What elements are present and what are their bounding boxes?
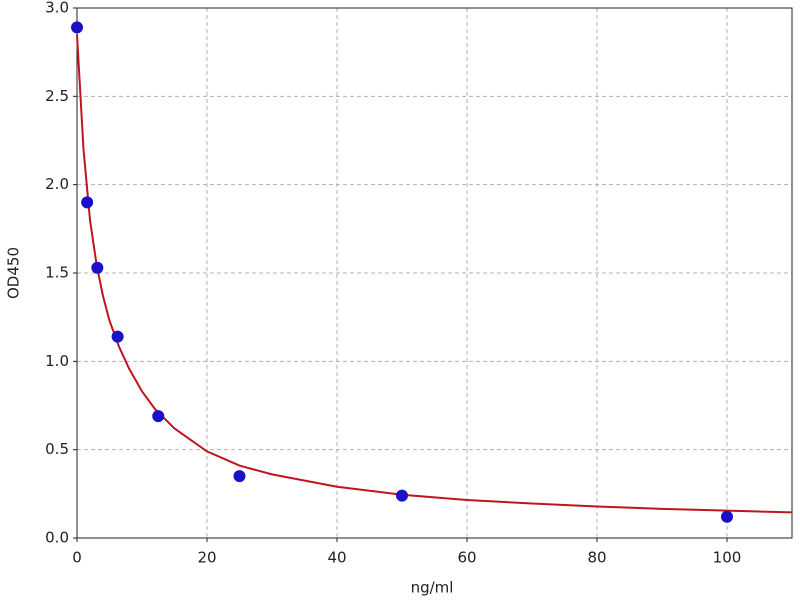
data-point <box>233 470 246 483</box>
data-point <box>71 21 83 34</box>
y-axis-label: OD450 <box>5 247 23 299</box>
data-point <box>721 510 733 523</box>
data-point <box>91 261 104 274</box>
x-tick-label: 0 <box>72 549 82 567</box>
data-point <box>152 410 165 423</box>
x-tick-label: 40 <box>327 549 346 567</box>
plot-frame <box>76 7 793 539</box>
y-tick-label: 1.0 <box>45 352 69 370</box>
x-tick-label: 80 <box>587 549 606 567</box>
fit-curve <box>76 34 793 514</box>
x-tick-label: 20 <box>197 549 216 567</box>
x-tick-label: 100 <box>713 549 742 567</box>
x-axis-label: ng/ml <box>411 579 454 597</box>
y-tick-label: 3.0 <box>45 0 69 17</box>
y-tick-label: 0.0 <box>45 529 69 547</box>
data-point <box>81 196 94 209</box>
y-tick-label: 1.5 <box>45 264 69 282</box>
y-tick-label: 2.0 <box>45 175 69 193</box>
y-tick-label: 2.5 <box>45 87 69 105</box>
x-tick-label: 60 <box>457 549 476 567</box>
data-point <box>111 330 124 343</box>
y-tick-label: 0.5 <box>45 440 69 458</box>
data-point <box>396 489 408 502</box>
